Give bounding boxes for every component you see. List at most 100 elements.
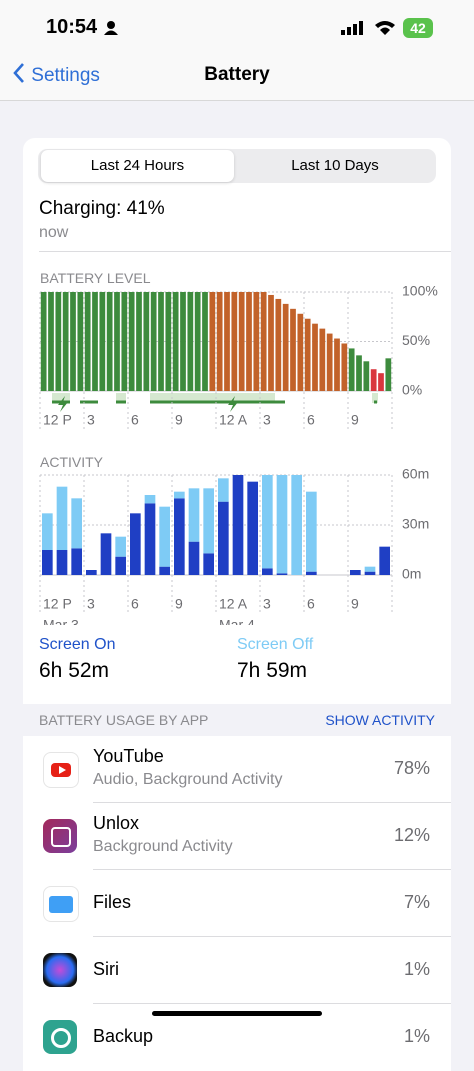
battery-bar [62,292,69,391]
separator [93,869,451,870]
activity-bar [218,501,229,575]
section-gap [0,704,474,736]
charts: 100% 50% 0% 12 P 3 6 9 12 A 3 6 9 60m 30m 0m 12 P 3 6 9 12… [39,283,438,625]
back-button[interactable]: Settings [12,62,100,87]
y-tick-label: 0m [402,566,421,582]
activity-bar [291,475,302,575]
app-row[interactable]: Files 7% [23,870,451,937]
battery-bar [326,333,333,391]
activity-bar [306,571,317,575]
activity-bar [203,553,214,575]
battery-chart-title: BATTERY LEVEL [40,270,151,286]
person-icon [104,21,118,35]
app-name: Backup [93,1026,154,1046]
battery-bar [378,373,384,391]
battery-bar [77,292,84,391]
segment-selected[interactable]: Last 24 Hours [41,150,234,182]
activity-chart-title: ACTIVITY [40,454,104,470]
separator [39,251,451,252]
x-tick-label: 3 [87,412,95,428]
app-icon [43,752,79,788]
header: 10:54 42 Settings Battery [0,0,474,101]
battery-bar [150,292,157,391]
screen-off-total: 7h 59m [237,659,308,682]
back-chevron [13,63,24,83]
app-percent: 7% [403,892,430,912]
show-activity[interactable]: SHOW ACTIVITY [325,712,435,728]
battery-bar [70,292,76,391]
charging-strip [52,393,378,412]
x-tick-label: 3 [263,596,271,612]
battery-bar [290,308,296,391]
battery-bar [231,292,238,391]
battery-bar [121,292,128,391]
signal-wifi [341,21,395,35]
app-percent: 1% [403,1026,430,1046]
x-tick-label: 3 [87,596,95,612]
x-tick-label: 12 A [219,412,248,428]
date-label: Mar 3 [43,617,79,625]
battery-bar [114,292,120,391]
activity-bar [42,550,53,575]
battery-bar [275,298,282,391]
segment[interactable]: Last 10 Days [291,157,379,174]
activity-bar [130,513,141,575]
battery-bar [282,303,289,391]
activity-bar [350,570,361,575]
activity-bar [42,513,53,550]
app-row[interactable]: YouTube Audio, Background Activity 78% [23,736,451,803]
x-tick-label: 9 [351,596,359,612]
app-name: Files [93,892,132,912]
app-percent: 78% [393,758,430,778]
activity-bar [218,478,229,502]
activity-bar [364,571,376,575]
app-detail: Audio, Background Activity [93,771,283,788]
battery-bar [143,292,150,391]
battery-bar [165,292,172,391]
battery-bar [209,292,216,391]
activity-bar [100,533,112,575]
screen-on-total: 6h 52m [39,659,110,682]
battery-bar [48,292,54,391]
app-row[interactable]: Unlox Background Activity 12% [23,803,451,870]
battery-indicator: 42 [403,18,433,38]
battery-bar [334,338,340,391]
battery-bar [40,292,47,391]
activity-bar [174,491,185,499]
app-icon [43,953,77,987]
activity-bar [247,481,258,575]
x-tick-label: 6 [131,412,139,428]
battery-bar [136,292,142,391]
battery-bar [319,328,326,391]
x-tick-label: 6 [307,412,315,428]
battery-bar [356,355,362,391]
x-tick-label: 6 [131,596,139,612]
activity-bar [276,573,288,575]
battery-bar [341,343,348,391]
separator [93,936,451,937]
y-tick-label: 100% [402,283,438,299]
battery-bar [187,292,194,391]
app-percent: 1% [403,959,430,979]
battery-bar [194,292,201,391]
battery-bar [216,292,223,391]
activity-bar [115,556,126,575]
app-row[interactable]: Siri 1% [23,937,451,1004]
activity-bar [379,546,390,575]
battery-bar [92,292,98,391]
back-label: Settings [31,65,100,86]
usage-title: BATTERY USAGE BY APP [39,712,209,728]
activity-bar [262,475,273,569]
nav-title: Battery [204,64,270,85]
battery-bar [99,292,106,391]
home-indicator [152,1011,322,1016]
activity-bar [188,488,200,542]
battery-bar [84,292,91,391]
battery-bar [260,292,267,391]
y-tick-label: 30m [402,516,429,532]
battery-bar [304,318,311,391]
activity-bar [56,486,68,550]
activity-bar [144,503,156,575]
activity-bar [364,566,376,572]
